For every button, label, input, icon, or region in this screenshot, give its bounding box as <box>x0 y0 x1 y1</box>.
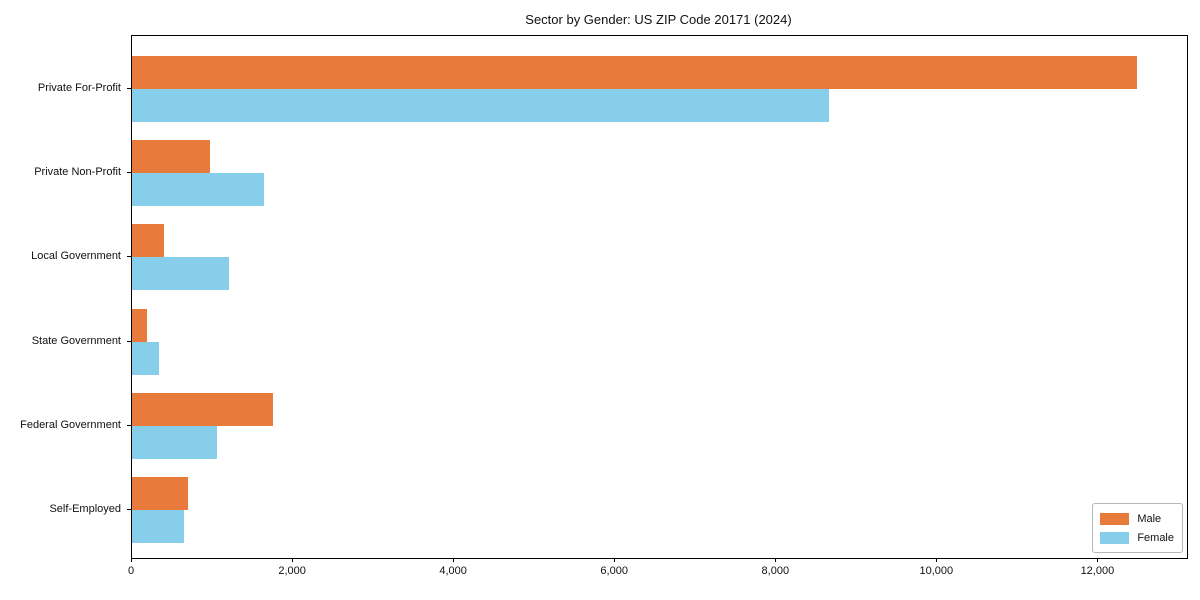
legend-label-female: Female <box>1137 531 1174 544</box>
y-axis-category-label-federal-government: Federal Government <box>20 418 121 431</box>
plot-area: Male Female <box>131 35 1188 559</box>
x-axis-tick <box>775 558 777 562</box>
x-axis-tick-label-10-000: 10,000 <box>919 565 954 577</box>
y-axis-category-label-local-government: Local Government <box>31 250 121 263</box>
y-axis-tick <box>127 424 131 426</box>
x-axis-tick-label-6-000: 6,000 <box>600 565 628 577</box>
y-axis-tick <box>127 509 131 510</box>
bar-local-government-female <box>132 257 230 291</box>
x-axis-tick <box>614 558 616 562</box>
y-axis-tick <box>127 340 131 342</box>
y-axis-category-label-state-government: State Government <box>31 334 121 347</box>
legend-label-male: Male <box>1137 512 1162 525</box>
bar-state-government-male <box>132 308 148 342</box>
bar-private-for-profit-male <box>132 56 1138 89</box>
y-axis-category-label-self-employed: Self-Employed <box>49 503 121 515</box>
x-axis-tick <box>131 558 132 562</box>
chart-title: Sector by Gender: US ZIP Code 20171 (202… <box>525 12 792 27</box>
x-axis-tick-label-4-000: 4,000 <box>439 565 467 577</box>
y-axis-tick <box>127 172 131 174</box>
bar-local-government-male <box>132 224 165 258</box>
bar-private-non-profit-male <box>132 140 211 174</box>
x-axis-tick <box>936 558 938 562</box>
x-axis-tick-label-0: 0 <box>127 565 135 577</box>
bar-self-employed-female <box>132 510 184 543</box>
y-axis-tick <box>127 88 131 89</box>
x-axis-tick <box>1097 558 1099 562</box>
bar-federal-government-male <box>132 392 273 426</box>
bar-federal-government-female <box>132 425 218 459</box>
legend-swatch-male <box>1100 512 1130 525</box>
y-axis-category-label-private-for-profit: Private For-Profit <box>37 82 121 94</box>
y-axis-tick <box>127 256 131 258</box>
bar-private-for-profit-female <box>132 89 829 122</box>
legend-swatch-female <box>1100 531 1130 544</box>
x-axis-tick <box>292 558 294 562</box>
bar-private-non-profit-female <box>132 173 265 207</box>
legend-item-male: Male <box>1100 509 1174 528</box>
y-axis-category-label-private-non-profit: Private Non-Profit <box>34 166 121 179</box>
x-axis-tick <box>453 558 455 562</box>
x-axis-tick-label-12-000: 12,000 <box>1080 565 1115 577</box>
x-axis-tick-label-2-000: 2,000 <box>278 565 306 577</box>
bar-state-government-female <box>132 341 160 375</box>
bar-self-employed-male <box>132 477 189 510</box>
legend-item-female: Female <box>1100 528 1174 547</box>
x-axis-tick-label-8-000: 8,000 <box>761 565 790 577</box>
legend: Male Female <box>1092 503 1183 553</box>
